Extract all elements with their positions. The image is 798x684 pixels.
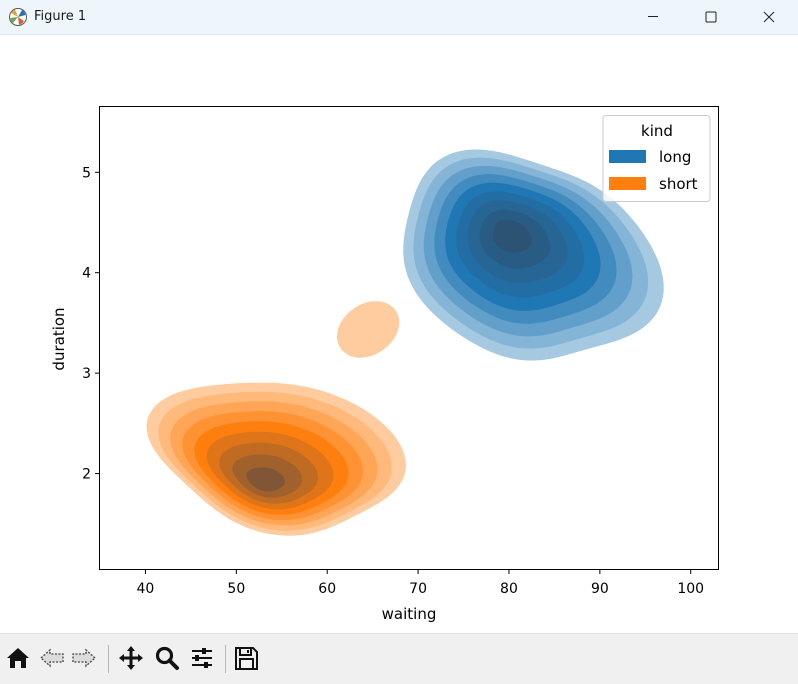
save-button[interactable] xyxy=(230,642,262,674)
x-tick-label: 70 xyxy=(409,581,427,597)
close-icon xyxy=(763,11,775,23)
home-button[interactable] xyxy=(2,642,34,674)
kde-plot: 40 50 60 70 80 90 100 2 3 4 5 waiting duration kin… xyxy=(50,106,719,623)
x-tick-label: 60 xyxy=(318,581,336,597)
legend-title: kind xyxy=(641,122,673,140)
kde-short-secondary-region xyxy=(337,301,400,358)
minimize-icon xyxy=(648,16,658,17)
zoom-icon xyxy=(155,646,179,670)
title-bar: Figure 1 xyxy=(0,0,798,35)
matplotlib-app-icon xyxy=(9,8,27,26)
x-tick-label: 50 xyxy=(227,581,245,597)
toolbar-separator xyxy=(225,645,226,673)
kde-long-level-9 xyxy=(492,219,532,253)
navigation-toolbar xyxy=(0,633,798,684)
plot-frame xyxy=(99,106,719,570)
zoom-button[interactable] xyxy=(151,642,183,674)
maximize-icon xyxy=(705,11,717,23)
x-tick-label: 90 xyxy=(591,581,609,597)
save-icon xyxy=(235,647,258,670)
y-axis-label: duration xyxy=(50,307,68,370)
home-icon xyxy=(7,648,29,668)
kde-series-short xyxy=(146,301,406,536)
close-button[interactable] xyxy=(740,0,798,34)
configure-subplots-button[interactable] xyxy=(186,642,218,674)
y-tick-label: 4 xyxy=(82,266,91,282)
x-tick-label: 80 xyxy=(500,581,518,597)
y-tick-label: 3 xyxy=(82,366,91,382)
figure-canvas[interactable]: 40 50 60 70 80 90 100 2 3 4 5 waiting duration kin… xyxy=(0,35,798,633)
y-tick-label: 2 xyxy=(82,467,91,483)
plot-ticks: 40 50 60 70 80 90 100 2 3 4 5 xyxy=(82,165,704,597)
kde-series-long xyxy=(403,149,664,361)
x-tick-label: 100 xyxy=(677,581,704,597)
pan-button[interactable] xyxy=(115,642,147,674)
maximize-button[interactable] xyxy=(682,0,740,34)
configure-subplots-icon xyxy=(192,648,212,668)
legend-swatch-short xyxy=(609,177,646,190)
pan-icon xyxy=(119,646,143,670)
plot-contours xyxy=(146,149,664,536)
minimize-button[interactable] xyxy=(624,0,682,34)
forward-icon xyxy=(72,648,96,668)
x-tick-label: 40 xyxy=(137,581,155,597)
legend-label-short: short xyxy=(659,175,698,193)
x-axis-label: waiting xyxy=(382,605,437,623)
forward-button[interactable] xyxy=(68,642,100,674)
back-button[interactable] xyxy=(36,642,68,674)
legend: kind long short xyxy=(602,115,711,202)
window-title: Figure 1 xyxy=(34,9,87,24)
legend-swatch-long xyxy=(609,150,646,163)
y-tick-label: 5 xyxy=(82,165,91,181)
back-icon xyxy=(40,648,64,668)
legend-label-long: long xyxy=(659,148,691,166)
kde-short-level-9 xyxy=(246,467,285,492)
toolbar-separator xyxy=(108,645,109,673)
